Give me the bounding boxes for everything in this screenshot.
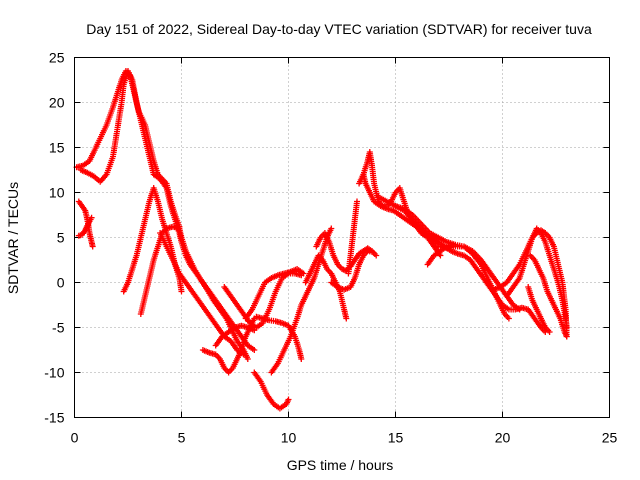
data-point <box>373 252 380 259</box>
series-arc-17 <box>328 248 375 293</box>
x-axis-label: GPS time / hours <box>287 457 394 473</box>
x-tick-labels: 0 5 10 15 20 25 <box>71 430 618 446</box>
y-tick-label: 15 <box>49 140 65 156</box>
data-point <box>298 356 305 362</box>
series-arc-8 <box>199 315 258 376</box>
data-point <box>328 225 335 232</box>
y-tick-label: 25 <box>49 50 65 66</box>
data-points <box>73 68 570 412</box>
y-tick-label: -15 <box>44 410 64 426</box>
data-point <box>285 396 292 403</box>
data-point <box>178 288 185 295</box>
data-point <box>343 315 350 322</box>
data-point <box>563 333 570 340</box>
x-tick-label: 10 <box>281 430 297 446</box>
data-point <box>300 270 307 277</box>
series-arc-6 <box>137 223 251 362</box>
x-tick-label: 25 <box>602 430 618 446</box>
series-arc-22 <box>392 203 512 322</box>
data-point <box>89 243 96 250</box>
y-axis-label: SDTVAR / TECUs <box>5 182 21 294</box>
data-point <box>369 248 375 255</box>
x-tick-label: 15 <box>388 430 404 446</box>
series-arc-23 <box>424 241 457 268</box>
series-arc-4 <box>75 214 95 239</box>
y-tick-label: 10 <box>49 185 65 201</box>
series-arc-26 <box>527 252 570 340</box>
data-point <box>240 351 247 358</box>
y-tick-label: 0 <box>57 275 65 291</box>
data-point <box>244 356 251 362</box>
y-tick-label: -10 <box>44 365 64 381</box>
y-tick-label: -5 <box>52 320 65 336</box>
x-tick-label: 20 <box>495 430 511 446</box>
y-tick-labels: -15 -10 -5 0 5 10 15 20 25 <box>44 50 64 426</box>
data-point <box>251 347 258 353</box>
series-arc-11 <box>242 266 307 322</box>
y-tick-label: 20 <box>49 95 65 111</box>
series-arc-18 <box>345 198 360 277</box>
series-arc-13 <box>251 369 292 412</box>
data-point <box>516 306 523 313</box>
data-point <box>354 198 360 205</box>
y-tick-label: 5 <box>57 230 65 246</box>
data-point <box>450 241 457 248</box>
data-point <box>88 214 95 221</box>
series-arc-27 <box>525 284 553 335</box>
x-tick-label: 0 <box>71 430 79 446</box>
data-point <box>546 329 553 335</box>
series-arc-9 <box>212 322 258 349</box>
plot-frame <box>74 57 610 418</box>
x-tick-label: 5 <box>178 430 186 446</box>
grid-lines <box>74 57 610 418</box>
data-point <box>505 315 512 322</box>
chart-title: Day 151 of 2022, Sidereal Day-to-day VTE… <box>86 21 592 37</box>
